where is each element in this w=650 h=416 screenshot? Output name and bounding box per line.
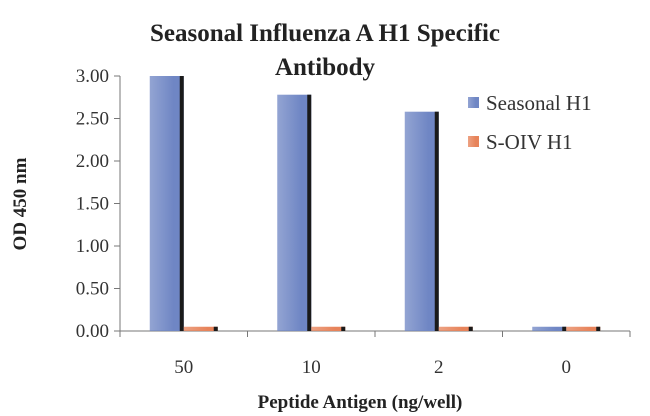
plot-area: 0.00 0.50 1.00 1.50 2.00 2.50 3.00 50 10 2 0 — [76, 66, 631, 378]
legend: Seasonal H1 S-OIV H1 — [468, 91, 592, 154]
bar-shadow-edge — [341, 326, 346, 331]
y-tick-label: 3.00 — [76, 66, 109, 87]
x-axis-label: Peptide Antigen (ng/well) — [258, 392, 463, 413]
x-tick-label: 50 — [174, 357, 193, 378]
bar-shadow-edge — [434, 111, 439, 331]
bar-shadow-edge — [307, 94, 312, 331]
y-axis-label: OD 450 nm — [10, 157, 31, 250]
bar-shadow-edge — [213, 326, 218, 331]
x-tick-label: 0 — [562, 357, 572, 378]
y-tick-label: 1.50 — [76, 194, 109, 215]
chart-title-line2: Antibody — [275, 54, 376, 81]
bar-seasonal-h1-10 — [277, 94, 312, 331]
bar-shadow-edge — [562, 326, 567, 331]
bar-s-oiv-h1-2 — [438, 326, 473, 331]
y-tick-label: 0.50 — [76, 279, 109, 300]
legend-label-s-oiv-h1: S-OIV H1 — [486, 130, 573, 154]
bar-shadow-edge — [468, 326, 473, 331]
legend-swatch-seasonal-h1 — [468, 97, 479, 108]
y-tick-label: 2.00 — [76, 151, 109, 172]
bar-seasonal-h1-0 — [532, 326, 567, 331]
legend-label-seasonal-h1: Seasonal H1 — [486, 91, 592, 115]
x-tick-label: 2 — [434, 357, 444, 378]
bar-seasonal-h1-2 — [404, 111, 439, 331]
chart-title-line1: Seasonal Influenza A H1 Specific — [150, 20, 500, 47]
bar-seasonal-h1-50 — [149, 76, 184, 331]
bar-shadow-edge — [179, 76, 184, 331]
x-tick-label: 10 — [302, 357, 321, 378]
y-tick-label: 2.50 — [76, 109, 109, 130]
bar-shadow-edge — [596, 326, 601, 331]
bar-s-oiv-h1-0 — [566, 326, 601, 331]
y-tick-label: 1.00 — [76, 236, 109, 257]
bar-s-oiv-h1-10 — [311, 326, 346, 331]
y-tick-label: 0.00 — [76, 321, 109, 342]
legend-swatch-s-oiv-h1 — [468, 136, 479, 147]
bar-s-oiv-h1-50 — [183, 326, 218, 331]
